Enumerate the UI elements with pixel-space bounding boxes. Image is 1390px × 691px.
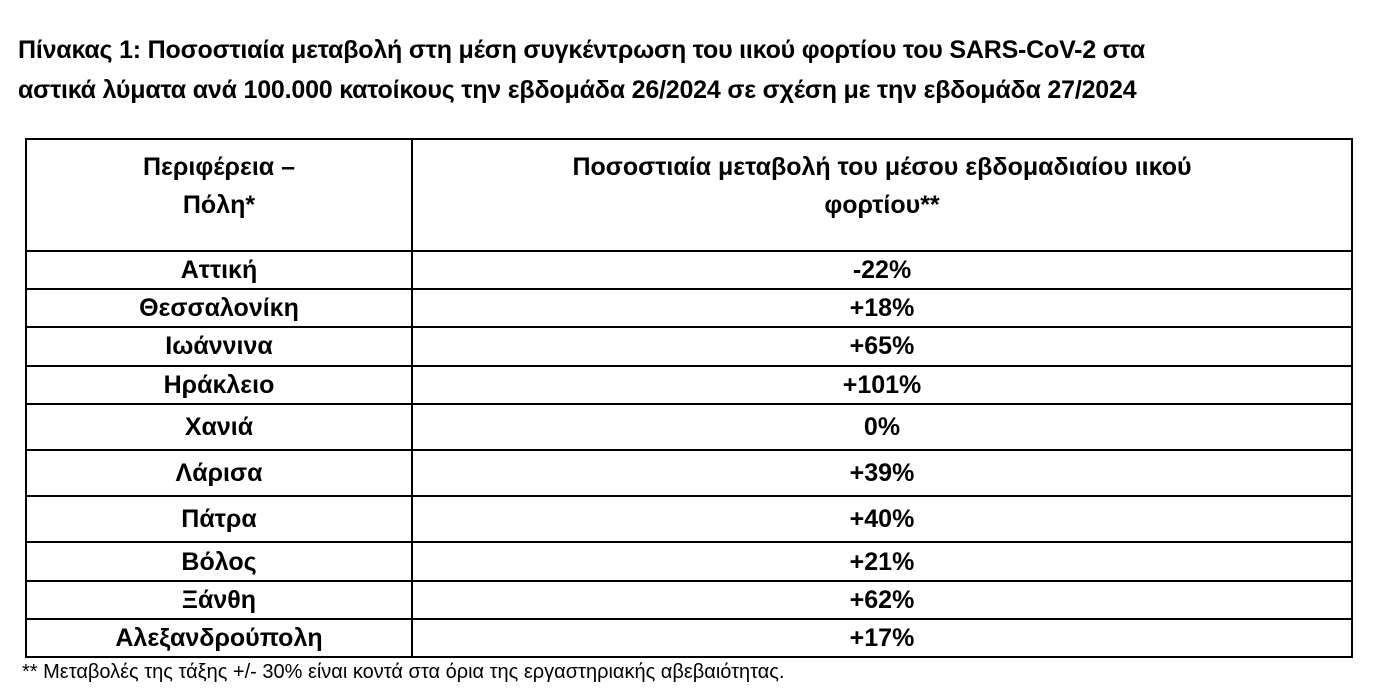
- region-cell: Ιωάννινα: [25, 326, 413, 367]
- column-header-region-line-1: Περιφέρεια –: [143, 153, 295, 181]
- table-row: Θεσσαλονίκη +18%: [25, 288, 1353, 329]
- region-cell: Αττική: [25, 249, 413, 291]
- table-row: Πάτρα +40%: [25, 495, 1353, 544]
- change-cell: +17%: [411, 617, 1353, 659]
- region-cell: Λάρισα: [25, 448, 413, 498]
- table-row: Χανιά 0%: [25, 402, 1353, 451]
- table-row: Βόλος +21%: [25, 541, 1353, 582]
- column-header-region: Περιφέρεια – Πόλη*: [25, 138, 413, 252]
- table-row: Ηράκλειο +101%: [25, 364, 1353, 405]
- table-caption-line-1: Πίνακας 1: Ποσοστιαία μεταβολή στη μέση …: [18, 36, 1146, 64]
- change-cell: +62%: [411, 579, 1353, 620]
- change-cell: +40%: [411, 495, 1353, 544]
- table-caption-line-2: αστικά λύματα ανά 100.000 κατοίκους την …: [18, 76, 1137, 104]
- region-cell: Πάτρα: [25, 495, 413, 544]
- column-header-change-line-2: φορτίου**: [824, 191, 940, 219]
- column-header-change-line-1: Ποσοστιαία μεταβολή του μέσου εβδομαδιαί…: [572, 153, 1192, 181]
- change-cell: 0%: [411, 402, 1353, 451]
- change-cell: +65%: [411, 326, 1353, 367]
- table-caption: Πίνακας 1: Ποσοστιαία μεταβολή στη μέση …: [18, 30, 1378, 110]
- wastewater-change-table: Περιφέρεια – Πόλη* Ποσοστιαία μεταβολή τ…: [25, 138, 1353, 659]
- table-footnote: ** Μεταβολές της τάξης +/- 30% είναι κον…: [22, 661, 785, 683]
- change-cell: -22%: [411, 249, 1353, 291]
- region-cell: Ξάνθη: [25, 579, 413, 620]
- change-cell: +18%: [411, 288, 1353, 329]
- table-header-row: Περιφέρεια – Πόλη* Ποσοστιαία μεταβολή τ…: [25, 138, 1353, 252]
- change-cell: +39%: [411, 448, 1353, 498]
- table-row: Αττική -22%: [25, 249, 1353, 291]
- column-header-change: Ποσοστιαία μεταβολή του μέσου εβδομαδιαί…: [411, 138, 1353, 252]
- table-row: Αλεξανδρούπολη +17%: [25, 617, 1353, 659]
- table-row: Λάρισα +39%: [25, 448, 1353, 498]
- change-cell: +101%: [411, 364, 1353, 405]
- region-cell: Ηράκλειο: [25, 364, 413, 405]
- column-header-region-line-2: Πόλη*: [182, 191, 256, 219]
- change-cell: +21%: [411, 541, 1353, 582]
- region-cell: Βόλος: [25, 541, 413, 582]
- region-cell: Χανιά: [25, 402, 413, 451]
- region-cell: Θεσσαλονίκη: [25, 288, 413, 329]
- region-cell: Αλεξανδρούπολη: [25, 617, 413, 659]
- table-row: Ιωάννινα +65%: [25, 326, 1353, 367]
- table-row: Ξάνθη +62%: [25, 579, 1353, 620]
